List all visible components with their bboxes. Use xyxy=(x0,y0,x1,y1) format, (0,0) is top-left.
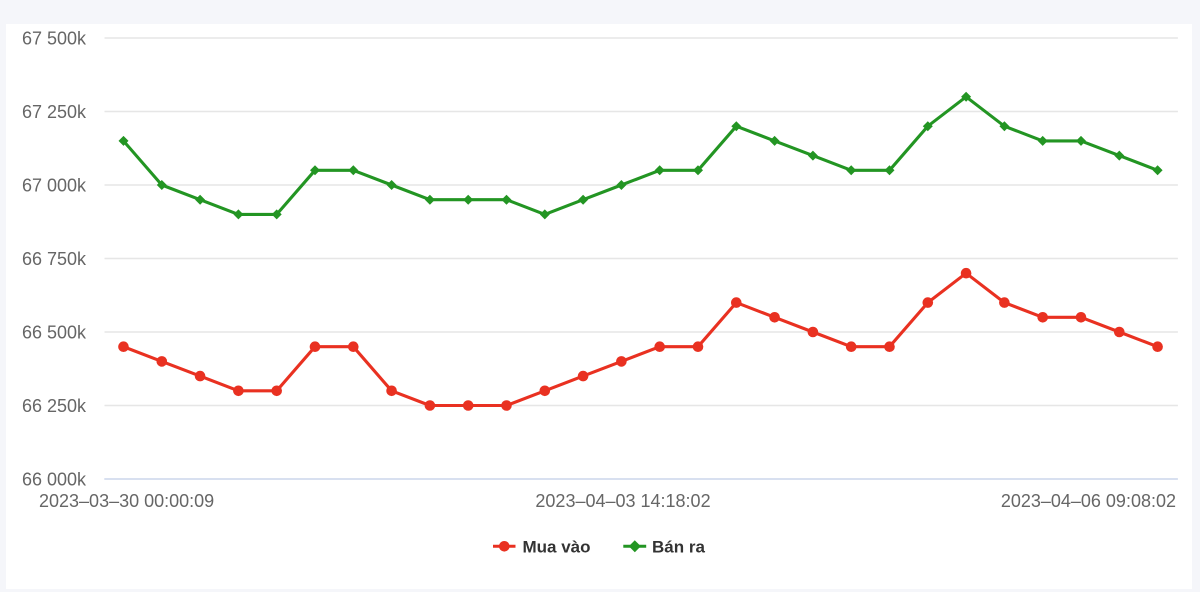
svg-text:2023–04–03 14:18:02: 2023–04–03 14:18:02 xyxy=(535,491,710,511)
svg-text:66 000k: 66 000k xyxy=(22,469,87,489)
svg-text:Mua vào: Mua vào xyxy=(523,538,591,557)
svg-text:67 500k: 67 500k xyxy=(22,28,87,48)
svg-text:66 500k: 66 500k xyxy=(22,322,87,342)
svg-text:67 000k: 67 000k xyxy=(22,175,87,195)
svg-text:67 250k: 67 250k xyxy=(22,102,87,122)
svg-text:2023–04–06 09:08:02: 2023–04–06 09:08:02 xyxy=(1001,491,1176,511)
svg-text:66 250k: 66 250k xyxy=(22,396,87,416)
svg-text:Bán ra: Bán ra xyxy=(652,538,705,557)
svg-text:2023–03–30 00:00:09: 2023–03–30 00:00:09 xyxy=(39,491,214,511)
svg-text:66 750k: 66 750k xyxy=(22,249,87,269)
